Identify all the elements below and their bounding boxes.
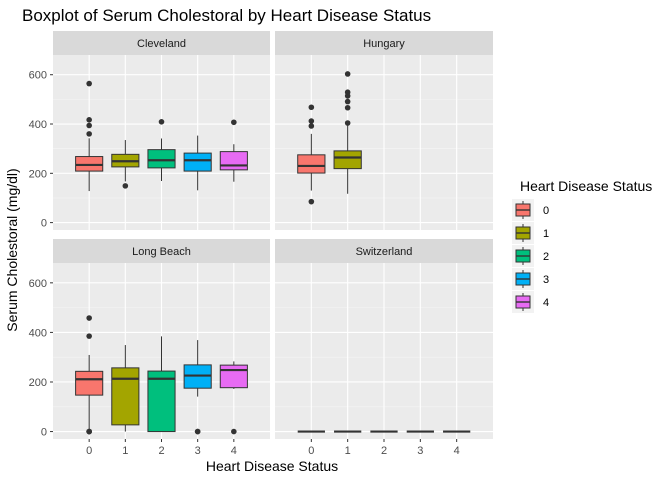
outlier-point bbox=[86, 80, 92, 87]
facet-panel-cleveland: Cleveland 0 200 400 600 bbox=[29, 31, 270, 230]
box-1 bbox=[333, 71, 362, 194]
outlier-point bbox=[86, 131, 92, 137]
box-3 bbox=[183, 135, 212, 191]
y-tick-label: 400 bbox=[29, 327, 47, 339]
x-tick-label: 4 bbox=[454, 445, 460, 457]
box-rect bbox=[333, 150, 362, 170]
outlier-point bbox=[344, 71, 351, 77]
legend-key-3: 3 bbox=[512, 268, 549, 290]
legend: Heart Disease Status 0 1 2 3 4 bbox=[512, 178, 652, 313]
box-3 bbox=[183, 340, 212, 435]
box-1 bbox=[111, 140, 140, 189]
x-tick-label: 0 bbox=[308, 445, 314, 457]
outlier-point bbox=[86, 122, 92, 129]
box-4 bbox=[219, 119, 248, 182]
x-tick-label: 2 bbox=[158, 445, 164, 457]
outlier-point bbox=[308, 104, 315, 111]
box-0 bbox=[297, 104, 326, 205]
box-4 bbox=[219, 361, 248, 435]
outlier-point bbox=[86, 428, 92, 435]
outlier-point bbox=[158, 118, 165, 125]
legend-label: 2 bbox=[543, 251, 549, 263]
box-2 bbox=[147, 336, 176, 433]
outlier-point bbox=[308, 118, 315, 124]
box-rect bbox=[147, 149, 176, 169]
legend-label: 0 bbox=[543, 205, 549, 217]
y-tick-label: 600 bbox=[29, 278, 47, 290]
box-1 bbox=[111, 345, 140, 432]
facet-strip-label: Long Beach bbox=[132, 246, 191, 258]
facet-strip bbox=[53, 31, 270, 55]
y-tick-label: 200 bbox=[29, 168, 47, 180]
outlier-point bbox=[344, 104, 351, 111]
legend-label: 3 bbox=[543, 274, 549, 286]
legend-label: 4 bbox=[543, 297, 549, 309]
x-tick-label: 2 bbox=[381, 445, 387, 457]
outlier-point bbox=[86, 315, 92, 321]
outlier-point bbox=[194, 428, 201, 435]
outlier-point bbox=[344, 89, 351, 96]
facet-panel-switzerland: Switzerland 0 1 2 3 4 bbox=[275, 239, 493, 457]
box-rect bbox=[183, 152, 212, 172]
outlier-point bbox=[344, 120, 351, 126]
legend-title: Heart Disease Status bbox=[520, 178, 652, 194]
legend-key-4: 4 bbox=[512, 291, 549, 313]
box-rect bbox=[297, 154, 326, 174]
legend-label: 1 bbox=[543, 228, 549, 240]
box-rect bbox=[75, 156, 104, 172]
facet-strip-label: Switzerland bbox=[356, 246, 413, 258]
x-tick-label: 3 bbox=[195, 445, 201, 457]
box-rect bbox=[75, 370, 104, 396]
facet-strip bbox=[53, 239, 270, 263]
y-tick-label: 0 bbox=[41, 218, 47, 230]
box-rect bbox=[147, 370, 176, 433]
facet-strip-label: Hungary bbox=[363, 38, 405, 50]
y-tick-label: 0 bbox=[41, 427, 47, 439]
y-tick-label: 400 bbox=[29, 119, 47, 131]
outlier-point bbox=[231, 119, 237, 126]
box-rect bbox=[219, 151, 248, 171]
legend-keys: 0 1 2 3 4 bbox=[512, 199, 549, 313]
legend-key-0: 0 bbox=[512, 199, 549, 221]
box-rect bbox=[219, 364, 248, 389]
outlier-point bbox=[122, 183, 129, 189]
facet-strip-label: Cleveland bbox=[137, 38, 186, 50]
x-tick-label: 1 bbox=[122, 445, 128, 457]
box-0 bbox=[75, 80, 104, 192]
box-0 bbox=[75, 315, 104, 435]
outlier-point bbox=[86, 117, 92, 123]
x-axis-title: Heart Disease Status bbox=[206, 458, 338, 474]
outlier-point bbox=[308, 198, 315, 205]
legend-key-1: 1 bbox=[512, 222, 549, 244]
y-axis-title: Serum Cholestoral (mg/dl) bbox=[4, 168, 20, 331]
facet-strip bbox=[275, 31, 493, 55]
legend-key-2: 2 bbox=[512, 245, 549, 267]
chart-title: Boxplot of Serum Cholestoral by Heart Di… bbox=[22, 6, 431, 25]
outlier-point bbox=[308, 123, 315, 129]
y-tick-label: 600 bbox=[29, 70, 47, 82]
outlier-point bbox=[344, 98, 351, 105]
x-tick-label: 4 bbox=[231, 445, 237, 457]
outlier-point bbox=[231, 428, 237, 435]
x-tick-label: 3 bbox=[417, 445, 423, 457]
facet-panel-long-beach: Long Beach 0 200 400 600 0 1 2 3 4 bbox=[29, 239, 270, 457]
x-tick-label: 1 bbox=[345, 445, 351, 457]
x-tick-label: 0 bbox=[86, 445, 92, 457]
box-rect bbox=[111, 367, 140, 426]
box-2 bbox=[147, 118, 176, 181]
y-tick-label: 200 bbox=[29, 377, 47, 389]
facet-strip bbox=[275, 239, 493, 263]
facet-panel-hungary: Hungary bbox=[275, 31, 493, 230]
outlier-point bbox=[86, 333, 92, 339]
